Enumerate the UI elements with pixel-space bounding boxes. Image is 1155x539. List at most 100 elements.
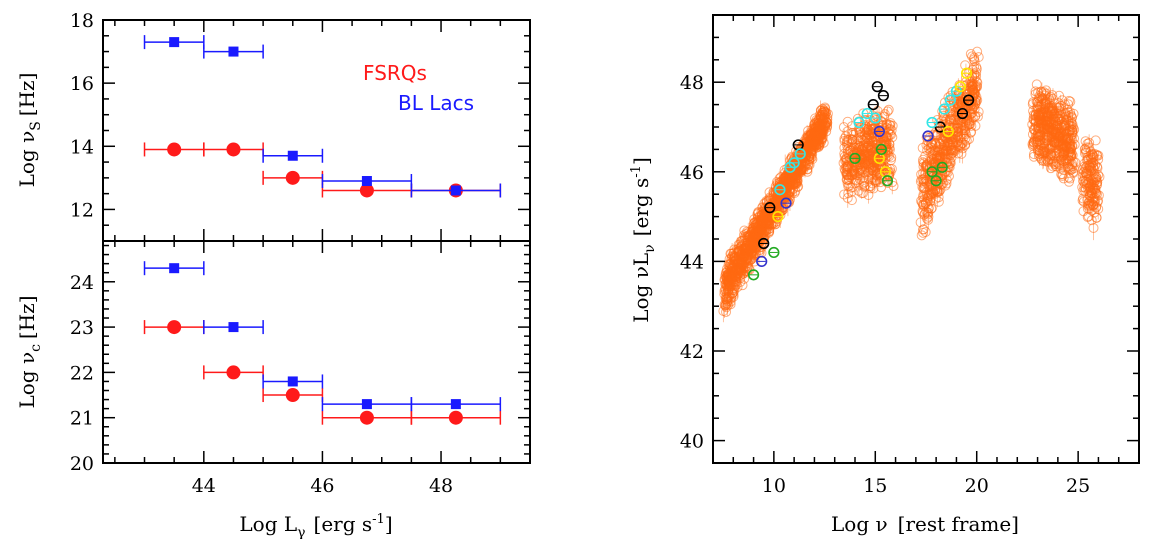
bllac-point xyxy=(228,322,239,333)
sed-point xyxy=(1064,125,1075,136)
sed-point xyxy=(843,188,854,199)
sed-point xyxy=(923,214,934,225)
bllac-point xyxy=(228,46,239,57)
sed-point xyxy=(813,118,824,129)
sed-point xyxy=(1051,133,1062,144)
sed-point xyxy=(922,209,933,220)
sed-highlight-point xyxy=(938,103,950,115)
sed-highlight-point xyxy=(926,166,938,178)
bllac-point xyxy=(361,176,372,187)
x-tick-label: 20 xyxy=(965,475,989,497)
sed-point xyxy=(776,187,787,198)
sed-point xyxy=(921,132,932,143)
sed-highlight-point xyxy=(942,125,954,138)
sed-point xyxy=(917,224,928,235)
bllac-point xyxy=(361,399,372,410)
x-tick-label: 46 xyxy=(310,475,334,497)
sed-point xyxy=(725,292,736,303)
axis-ticks-sed xyxy=(712,14,1140,464)
sed-point xyxy=(1054,90,1065,101)
sed-point xyxy=(766,219,777,230)
x-tick-label: 48 xyxy=(429,475,453,497)
sed-point xyxy=(758,234,769,245)
sed-point xyxy=(852,146,863,157)
sed-point xyxy=(961,135,972,146)
sed-point xyxy=(751,248,762,259)
sed-point xyxy=(838,122,849,133)
sed-point xyxy=(922,136,933,147)
sed-point xyxy=(796,150,807,161)
sed-point xyxy=(938,159,949,170)
y-tick-label: 48 xyxy=(680,72,704,94)
sed-point xyxy=(1082,138,1093,149)
sed-highlight-point xyxy=(867,98,879,111)
sed-point xyxy=(868,183,879,194)
sed-point xyxy=(1049,126,1060,137)
fsrq-point xyxy=(359,410,374,425)
sed-point xyxy=(886,129,897,140)
sed-point xyxy=(970,97,981,108)
sed-point xyxy=(736,251,747,262)
sed-point xyxy=(1037,148,1048,159)
sed-point xyxy=(939,97,950,108)
sed-highlight-point xyxy=(780,197,792,209)
chart-panel-sed: 40 42 44 46 48 10 15 20 25 Log νLν[erg s-1] Log … xyxy=(629,14,1140,536)
sed-highlight-point xyxy=(853,116,865,129)
y-axis-label-nu-s: Log νS[Hz] xyxy=(15,73,44,188)
sed-point xyxy=(840,165,851,176)
sed-highlight-point xyxy=(871,81,883,93)
sed-point xyxy=(1077,195,1088,206)
sed-point xyxy=(1034,107,1045,118)
sed-point xyxy=(1029,124,1040,135)
sed-point xyxy=(742,237,753,248)
data-marks-sed xyxy=(718,46,1105,323)
sed-point xyxy=(1033,111,1044,122)
sed-point xyxy=(1037,93,1048,104)
y-tick-label: 46 xyxy=(680,162,704,184)
sed-highlight-point xyxy=(849,152,861,164)
sed-point xyxy=(753,228,764,239)
sed-highlight-point xyxy=(936,161,948,173)
sed-point xyxy=(866,140,877,151)
sed-point xyxy=(842,140,853,151)
sed-point xyxy=(884,119,895,130)
sed-point xyxy=(1054,102,1065,113)
sed-point xyxy=(1077,171,1088,182)
sed-highlight-point xyxy=(756,255,768,268)
sed-point xyxy=(865,183,876,194)
sed-highlight-point xyxy=(772,211,784,223)
sed-point xyxy=(1086,188,1097,199)
sed-point xyxy=(850,177,861,188)
sed-highlight-point xyxy=(926,116,938,129)
fsrq-point xyxy=(285,388,300,403)
x-tick-label: 10 xyxy=(762,475,786,497)
sed-point xyxy=(1047,90,1058,101)
sed-point xyxy=(721,271,732,282)
sed-point xyxy=(721,302,732,313)
sed-highlight-point xyxy=(764,202,776,214)
sed-highlight-point xyxy=(944,94,956,106)
sed-point xyxy=(1050,137,1061,148)
sed-point xyxy=(731,276,742,287)
sed-point xyxy=(813,135,824,146)
sed-point xyxy=(935,184,946,195)
sed-point xyxy=(774,173,785,184)
sed-highlight-point xyxy=(758,237,770,250)
legend-fsrq: FSRQs xyxy=(363,61,427,85)
data-marks-nu-s xyxy=(143,35,502,198)
plot-frame-nu-c xyxy=(102,240,531,464)
sed-point xyxy=(798,152,809,163)
sed-point xyxy=(859,180,870,191)
sed-highlight-point xyxy=(956,107,969,120)
y-tick-label: 16 xyxy=(70,73,94,95)
data-marks-nu-c xyxy=(143,261,502,425)
sed-point xyxy=(753,232,764,243)
sed-highlight-point xyxy=(794,148,806,160)
sed-highlight-point xyxy=(922,130,934,142)
x-axis-label-sed: Log ν [rest frame] xyxy=(831,512,1019,536)
sed-point xyxy=(1036,87,1047,98)
sed-point xyxy=(1050,151,1061,162)
y-tick-labels-nu-s: 12 14 16 18 xyxy=(70,10,94,221)
sed-point xyxy=(946,116,957,127)
sed-point xyxy=(741,254,752,265)
